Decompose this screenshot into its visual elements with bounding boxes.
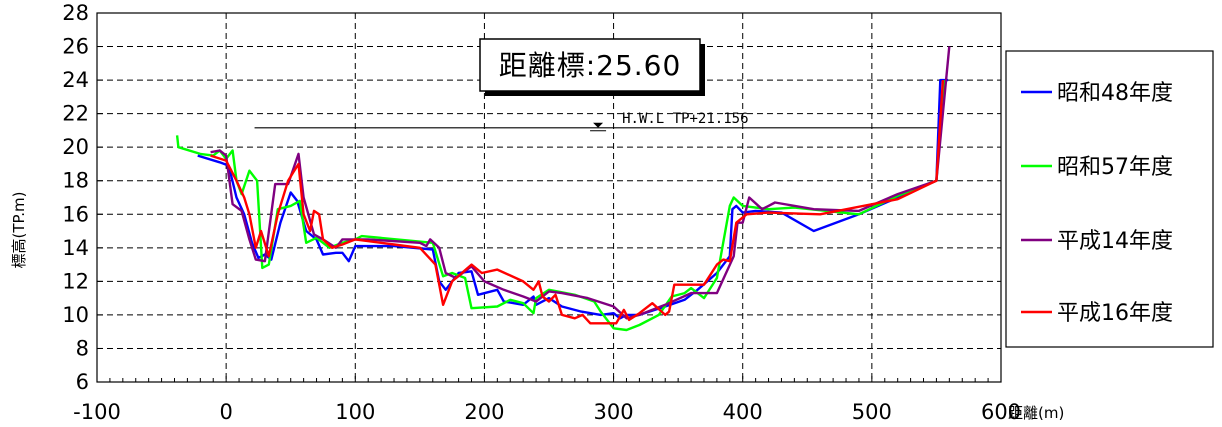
y-tick-label: 18 <box>62 169 89 193</box>
station-label: 距離標:25.60 <box>499 49 682 82</box>
plot-frame <box>96 12 1002 383</box>
y-tick-label: 6 <box>76 370 89 394</box>
legend-box <box>1005 50 1214 348</box>
axis-ticks <box>96 12 1002 383</box>
hwl-annotation: H.W.L TP+21.156 <box>254 111 940 132</box>
x-axis-title: 距離(m) <box>1008 404 1064 422</box>
data-series <box>175 46 951 332</box>
series-line <box>210 46 951 320</box>
y-tick-label: 8 <box>76 336 89 360</box>
y-tick-label: 24 <box>62 68 89 92</box>
y-tick-label: 28 <box>62 1 89 25</box>
x-tick-label: 400 <box>723 400 763 424</box>
hwl-marker <box>593 122 604 128</box>
y-tick-label: 20 <box>62 135 89 159</box>
x-tick-label: 100 <box>335 400 375 424</box>
series-line <box>197 78 949 320</box>
tick-labels: -100 0 100 200 300 400 500 600 6 8 10 12 14 16 18 20 22 2… <box>62 1 1021 424</box>
y-tick-label: 14 <box>62 236 89 260</box>
legend-label: 昭和57年度 <box>1057 155 1173 180</box>
hwl-label: H.W.L TP+21.156 <box>622 111 748 127</box>
y-tick-label: 26 <box>62 35 89 59</box>
x-tick-label: 200 <box>464 400 504 424</box>
station-label-box: 距離標:25.60 <box>479 38 705 96</box>
x-tick-label: 500 <box>852 400 892 424</box>
y-tick-label: 10 <box>62 303 89 327</box>
x-tick-label: 600 <box>981 400 1021 424</box>
x-tick-label: -100 <box>73 400 121 424</box>
legend-label: 平成14年度 <box>1057 229 1173 254</box>
series-line <box>175 80 946 332</box>
y-tick-label: 22 <box>62 102 89 126</box>
legend-label: 昭和48年度 <box>1057 81 1173 106</box>
series-line <box>210 80 945 325</box>
y-axis-title: 標高(TP.m) <box>10 192 28 269</box>
x-tick-label: 0 <box>219 400 232 424</box>
legend-label: 平成16年度 <box>1057 301 1173 326</box>
y-tick-label: 16 <box>62 202 89 226</box>
x-tick-label: 300 <box>594 400 634 424</box>
y-tick-label: 12 <box>62 269 89 293</box>
